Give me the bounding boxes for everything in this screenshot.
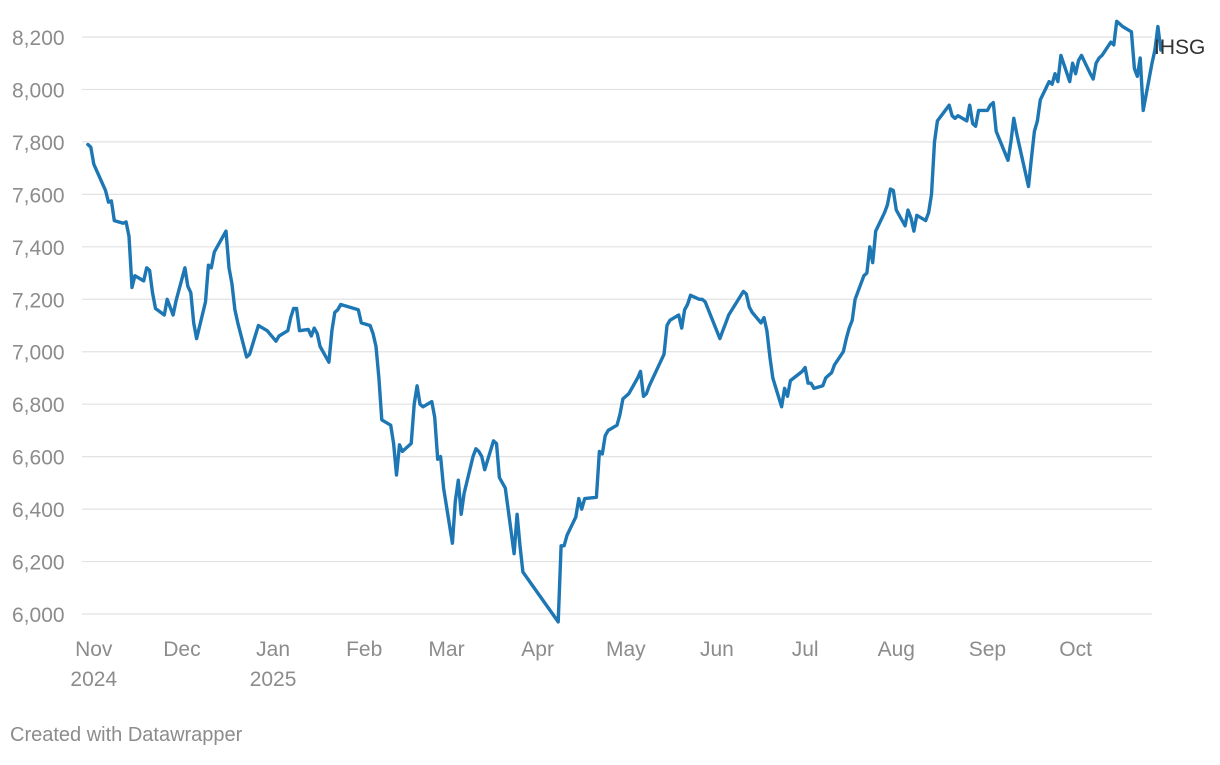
x-tick-label: May (606, 638, 646, 661)
x-tick-label: Dec (163, 638, 200, 661)
y-tick-label: 6,200 (12, 552, 65, 575)
y-tick-label: 7,000 (12, 342, 65, 365)
series-label: IHSG (1154, 36, 1205, 59)
y-tick-label: 8,000 (12, 79, 65, 102)
y-tick-label: 7,400 (12, 237, 65, 260)
x-tick-label: Aug (878, 638, 915, 661)
y-axis: 6,000 6,200 6,400 6,600 6,800 7,000 7,200 7,400… (12, 27, 65, 627)
y-tick-label: 6,600 (12, 447, 65, 470)
y-tick-label: 8,200 (12, 27, 65, 50)
x-tick-label: Feb (346, 638, 382, 661)
gridlines (82, 36, 1152, 615)
x-axis: Nov 2024 Dec Jan 2025 Feb Mar Apr May Jun Jul Aug Se… (70, 638, 1092, 691)
x-tick-label: Apr (521, 638, 554, 661)
y-tick-label: 7,200 (12, 289, 65, 312)
series-labels: IHSG (1154, 36, 1205, 59)
series-layer (86, 19, 1163, 624)
x-tick-label: Jan (256, 638, 290, 661)
y-tick-label: 6,400 (12, 499, 65, 522)
x-tick-label: Mar (428, 638, 464, 661)
y-tick-label: 7,600 (12, 184, 65, 207)
x-tick-label: Sep (969, 638, 1006, 661)
x-tick-label: Jun (700, 638, 734, 661)
credit-text: Created with Datawrapper (10, 724, 243, 746)
x-tick-year-label: 2025 (250, 668, 297, 691)
x-tick-label: Nov (75, 638, 113, 661)
y-tick-label: 6,000 (12, 604, 65, 627)
series-line-ihsg (86, 19, 1163, 624)
y-tick-label: 7,800 (12, 132, 65, 155)
x-tick-year-label: 2024 (70, 668, 117, 691)
x-tick-label: Oct (1059, 638, 1092, 661)
y-tick-label: 6,800 (12, 394, 65, 417)
x-tick-label: Jul (792, 638, 819, 661)
